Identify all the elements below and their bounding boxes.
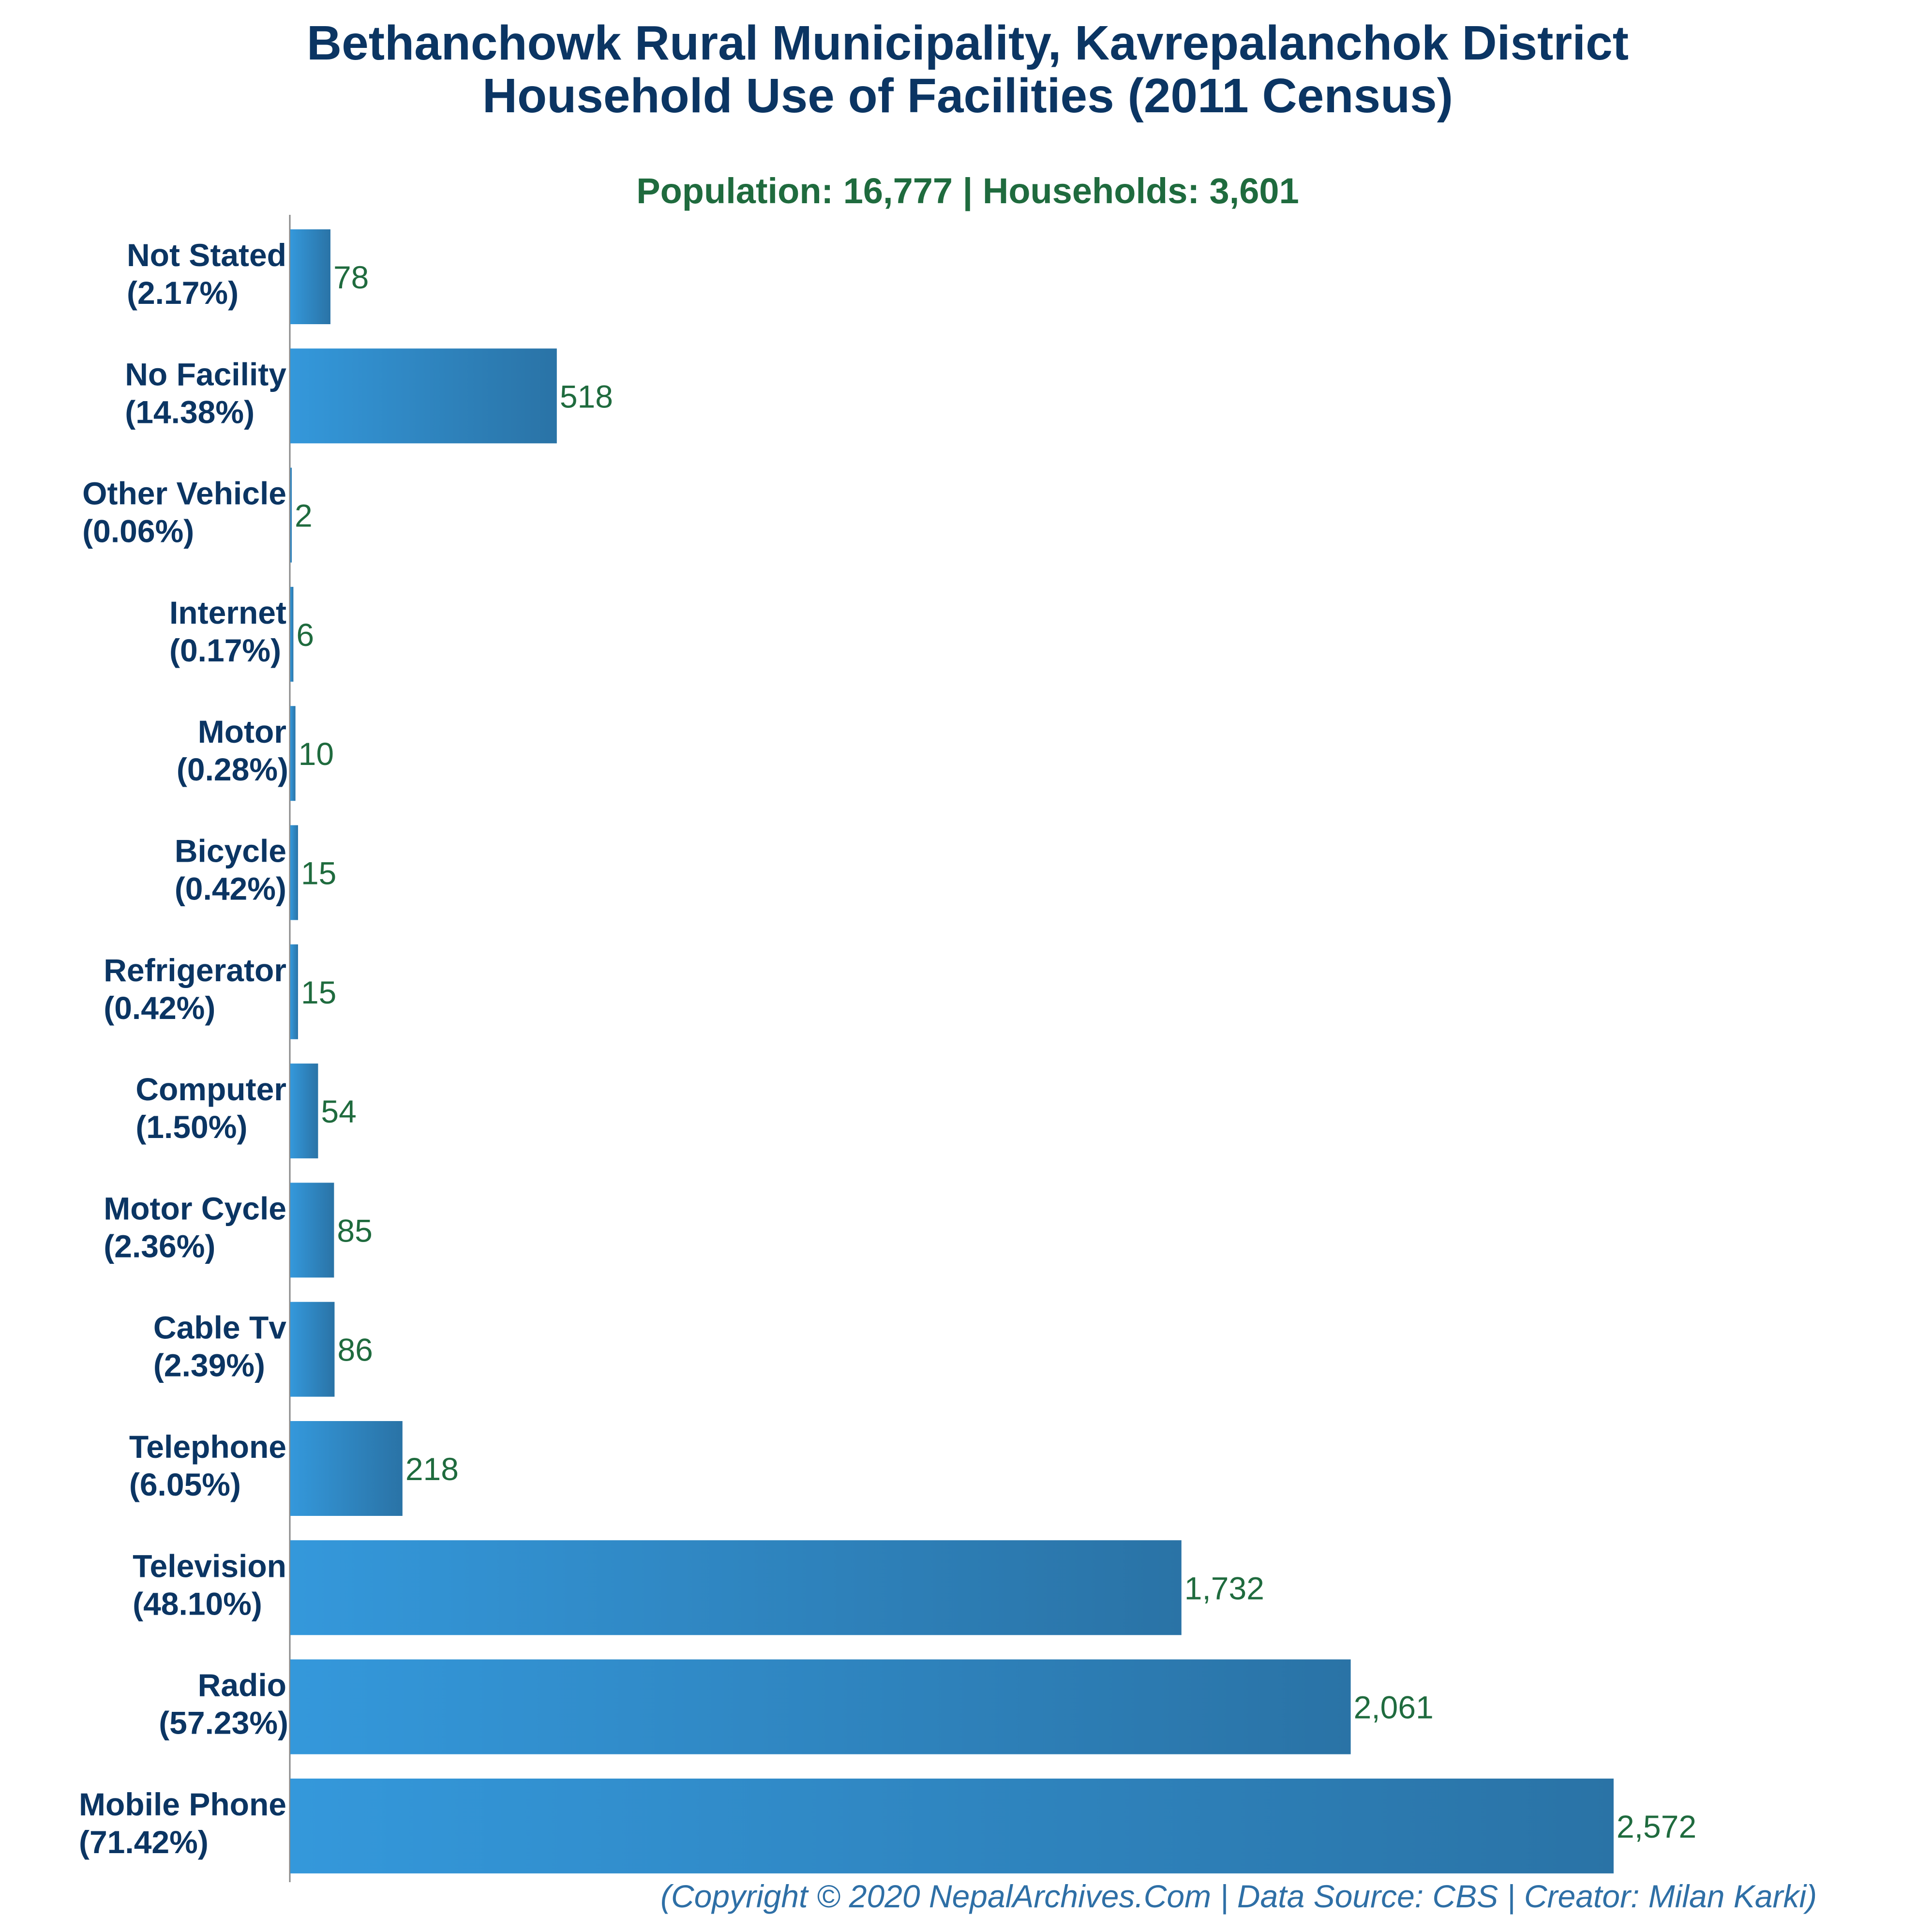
category-label-computer: Computer: [135, 1071, 286, 1107]
value-label-radio: 2,061: [1354, 1690, 1434, 1725]
category-label-cable-tv: Cable Tv: [153, 1310, 286, 1346]
percent-label-mobile-phone: (71.42%): [79, 1824, 209, 1860]
bar-bicycle: [290, 825, 298, 920]
bar-motor-cycle: [290, 1183, 334, 1278]
percent-label-radio: (57.23%): [159, 1705, 288, 1741]
category-label-not-stated: Not Stated: [127, 237, 286, 273]
value-label-motor: 10: [299, 736, 334, 772]
percent-label-no-facility: (14.38%): [125, 394, 255, 430]
bar-telephone: [290, 1421, 403, 1516]
chart-title-line-2: Household Use of Facilities (2011 Census…: [482, 69, 1453, 123]
percent-label-motor: (0.28%): [177, 751, 288, 787]
percent-label-computer: (1.50%): [135, 1109, 247, 1145]
percent-label-not-stated: (2.17%): [127, 275, 239, 311]
percent-label-refrigerator: (0.42%): [104, 990, 215, 1026]
category-label-radio: Radio: [198, 1667, 286, 1703]
chart-title-line-1: Bethanchowk Rural Municipality, Kavrepal…: [307, 16, 1629, 70]
category-label-refrigerator: Refrigerator: [104, 952, 286, 988]
category-label-internet: Internet: [169, 595, 286, 630]
category-label-mobile-phone: Mobile Phone: [79, 1786, 286, 1822]
chart-subtitle: Population: 16,777 | Households: 3,601: [636, 171, 1299, 211]
value-label-internet: 6: [296, 617, 314, 653]
percent-label-television: (48.10%): [133, 1586, 262, 1621]
category-label-bicycle: Bicycle: [175, 833, 286, 869]
value-label-television: 1,732: [1184, 1570, 1264, 1606]
value-label-computer: 54: [321, 1093, 356, 1129]
value-label-mobile-phone: 2,572: [1617, 1809, 1696, 1844]
category-label-other-vehicle: Other Vehicle: [82, 476, 286, 511]
bar-other-vehicle: [290, 467, 292, 563]
bar-mobile-phone: [290, 1778, 1614, 1873]
bar-radio: [290, 1659, 1351, 1754]
bar-internet: [290, 586, 294, 682]
percent-label-bicycle: (0.42%): [175, 871, 286, 907]
category-label-television: Television: [133, 1548, 286, 1584]
percent-label-cable-tv: (2.39%): [153, 1348, 265, 1383]
value-label-no-facility: 518: [560, 378, 613, 414]
chart-footer: (Copyright © 2020 NepalArchives.Com | Da…: [660, 1878, 1817, 1915]
bar-motor: [290, 706, 296, 801]
value-label-cable-tv: 86: [337, 1332, 373, 1368]
value-label-refrigerator: 15: [301, 974, 336, 1010]
bar-television: [290, 1540, 1182, 1635]
percent-label-internet: (0.17%): [169, 632, 281, 668]
value-label-motor-cycle: 85: [337, 1213, 372, 1248]
bar-no-facility: [290, 348, 557, 444]
category-label-telephone: Telephone: [129, 1429, 286, 1465]
category-label-motor: Motor: [198, 714, 286, 749]
value-label-other-vehicle: 2: [295, 498, 313, 534]
category-label-no-facility: No Facility: [125, 356, 286, 392]
bar-refrigerator: [290, 944, 298, 1039]
bar-cable-tv: [290, 1302, 335, 1397]
category-label-motor-cycle: Motor Cycle: [104, 1190, 286, 1226]
value-label-not-stated: 78: [333, 259, 369, 295]
percent-label-motor-cycle: (2.36%): [104, 1228, 215, 1264]
bar-computer: [290, 1063, 318, 1159]
value-label-bicycle: 15: [301, 855, 336, 891]
bar-not-stated: [290, 229, 330, 324]
bars-group: 78 Not Stated(2.17%) 518 No Facility(14.38%…: [79, 229, 1696, 1873]
percent-label-other-vehicle: (0.06%): [82, 513, 194, 549]
value-label-telephone: 218: [405, 1451, 459, 1487]
percent-label-telephone: (6.05%): [129, 1467, 241, 1502]
